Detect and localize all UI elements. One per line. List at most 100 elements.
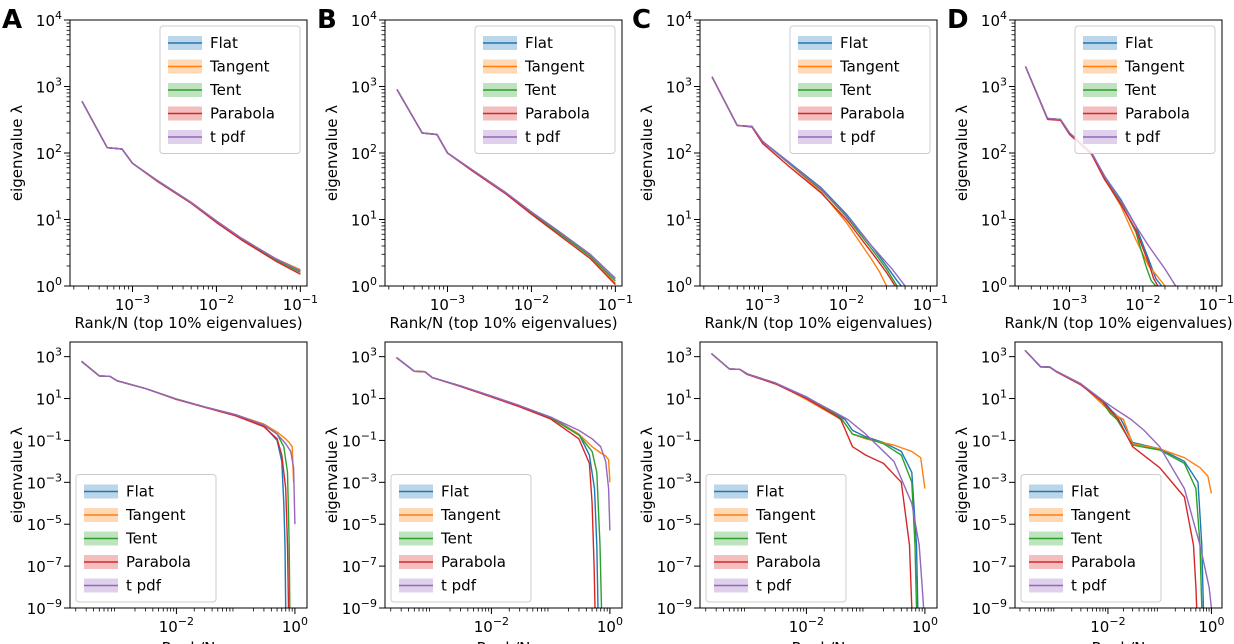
legend-item-tangent: Tangent <box>798 58 900 76</box>
y-tick-label: 102 <box>36 142 62 163</box>
series-line-t-pdf <box>81 360 296 525</box>
series-lines <box>396 357 611 608</box>
legend-label: Tangent <box>839 58 900 76</box>
legend-box <box>474 25 616 154</box>
y-tick-label: 103 <box>36 346 62 367</box>
legend-label: Tangent <box>125 506 186 524</box>
x-tick-label: 10−3 <box>745 293 780 314</box>
series-line-tangent <box>81 360 295 483</box>
legend-item-flat: Flat <box>84 483 154 501</box>
y-tick-label: 103 <box>666 346 692 367</box>
y-tick-label: 10−9 <box>972 597 1007 618</box>
legend-label: t pdf <box>756 577 792 595</box>
legend-item-t-pdf: t pdf <box>798 128 876 146</box>
legend-box <box>1020 474 1162 603</box>
y-tick-label: 100 <box>981 275 1007 296</box>
x-tick-label: 100 <box>912 615 938 636</box>
series-line-t-pdf <box>1024 349 1213 608</box>
panel-b-bottom: 10−2 100 10−9 10−7 10−5 10−3 10−1 101 103 Rank/N e… <box>323 341 623 644</box>
legend-item-parabola: Parabola <box>399 553 506 571</box>
legend: Flat Tangent Tent Parabola t pdf <box>705 474 847 603</box>
y-axis-label: eigenvalue λ <box>638 105 656 201</box>
y-tick-label: 10−1 <box>972 429 1007 450</box>
legend-label: Tangent <box>524 58 585 76</box>
legend: Flat Tangent Tent Parabola t pdf <box>789 25 931 154</box>
legend-label: Parabola <box>525 105 590 123</box>
y-tick-label: 102 <box>666 142 692 163</box>
panel-c-top: 10−3 10−2 10−1 100 101 102 103 104 Rank/N (top 1… <box>638 9 948 332</box>
y-tick-label: 10−3 <box>657 471 692 492</box>
panel-c-bottom: 10−2 100 10−9 10−7 10−5 10−3 10−1 101 103 Rank/N e… <box>638 341 938 644</box>
axes-frame <box>1014 341 1223 609</box>
y-tick-label: 10−7 <box>972 555 1007 576</box>
legend-item-flat: Flat <box>483 34 553 52</box>
y-tick-label: 104 <box>351 9 377 30</box>
legend-item-tangent: Tangent <box>1083 58 1185 76</box>
y-tick-label: 104 <box>36 9 62 30</box>
series-lines <box>1024 66 1177 286</box>
legend: Flat Tangent Tent Parabola t pdf <box>159 25 301 154</box>
y-tick-label: 10−3 <box>27 471 62 492</box>
x-tick-label: 10−3 <box>430 293 465 314</box>
legend-box <box>159 25 301 154</box>
y-tick-label: 103 <box>981 346 1007 367</box>
legend-box <box>390 474 532 603</box>
y-tick-label: 10−7 <box>342 555 377 576</box>
legend: Flat Tangent Tent Parabola t pdf <box>1020 474 1162 603</box>
y-tick-label: 103 <box>351 76 377 97</box>
legend-label: t pdf <box>441 577 477 595</box>
legend-label: Flat <box>210 34 238 52</box>
legend-label: Parabola <box>210 105 275 123</box>
x-axis-label: Rank/N <box>162 639 216 644</box>
legend-item-parabola: Parabola <box>84 553 191 571</box>
series-line-t-pdf <box>711 76 906 286</box>
x-tick-label: 10−2 <box>829 293 864 314</box>
x-axis-label: Rank/N (top 10% eigenvalues) <box>704 314 932 332</box>
legend-label: Parabola <box>1125 105 1190 123</box>
x-axis-label: Rank/N <box>477 639 531 644</box>
legend-label: Flat <box>756 483 784 501</box>
legend-label: Tent <box>839 81 871 99</box>
y-tick-label: 10−3 <box>972 471 1007 492</box>
y-axis-label: eigenvalue λ <box>323 427 341 523</box>
legend-label: t pdf <box>210 128 246 146</box>
series-line-t-pdf <box>1024 66 1177 286</box>
legend-label: Flat <box>840 34 868 52</box>
legend-label: Tent <box>524 81 556 99</box>
y-tick-label: 10−1 <box>657 429 692 450</box>
x-tick-label: 10−3 <box>115 293 150 314</box>
legend-box <box>75 474 217 603</box>
legend-item-flat: Flat <box>798 34 868 52</box>
y-tick-label: 101 <box>36 388 62 409</box>
y-tick-label: 104 <box>981 9 1007 30</box>
x-tick-label: 10−2 <box>474 615 509 636</box>
legend-item-tent: Tent <box>399 530 472 548</box>
y-tick-label: 10−9 <box>657 597 692 618</box>
legend-box <box>1074 25 1216 154</box>
legend-item-tangent: Tangent <box>483 58 585 76</box>
y-tick-label: 10−9 <box>27 597 62 618</box>
y-tick-label: 101 <box>36 209 62 230</box>
x-axis-label: Rank/N <box>1092 639 1146 644</box>
y-axis-label: eigenvalue λ <box>8 427 26 523</box>
legend-label: Tent <box>1124 81 1156 99</box>
legend-item-tangent: Tangent <box>1029 506 1131 524</box>
y-tick-label: 100 <box>36 275 62 296</box>
x-tick-label: 10−1 <box>913 293 948 314</box>
legend: Flat Tangent Tent Parabola t pdf <box>390 474 532 603</box>
y-tick-label: 100 <box>666 275 692 296</box>
axes-frame <box>69 341 308 609</box>
y-tick-label: 101 <box>981 388 1007 409</box>
legend-label: Flat <box>441 483 469 501</box>
y-tick-label: 103 <box>351 346 377 367</box>
legend-label: Tent <box>755 530 787 548</box>
legend-label: Flat <box>1071 483 1099 501</box>
legend: Flat Tangent Tent Parabola t pdf <box>1074 25 1216 154</box>
series-lines <box>711 76 906 286</box>
legend-item-tent: Tent <box>714 530 787 548</box>
legend-item-t-pdf: t pdf <box>714 577 792 595</box>
legend-item-t-pdf: t pdf <box>1083 128 1161 146</box>
y-tick-label: 102 <box>351 142 377 163</box>
legend-item-parabola: Parabola <box>483 105 590 123</box>
